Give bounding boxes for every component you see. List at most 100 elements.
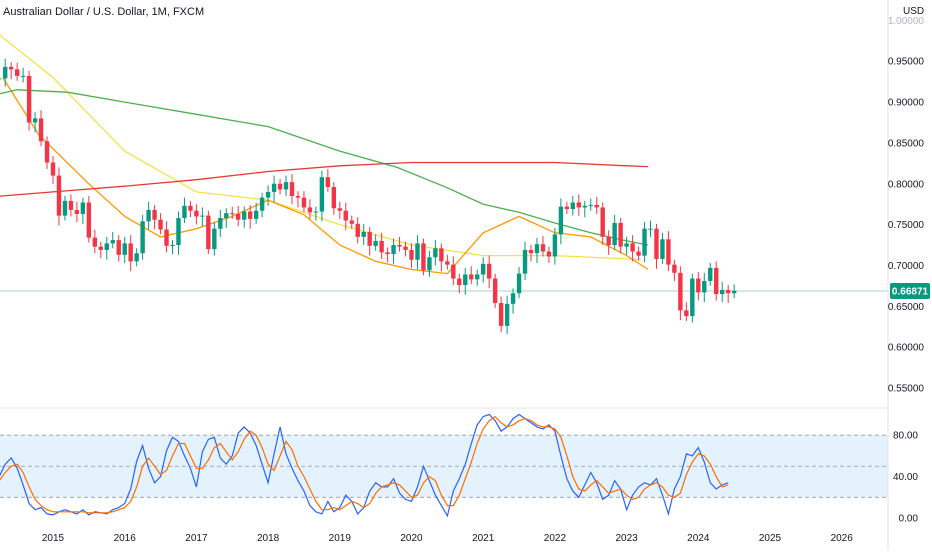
candle-body [725,289,731,294]
oscillator-tick-label: 80.00 [893,431,918,442]
candle [247,204,253,229]
candle-body [56,175,62,216]
time-axis-label: 2023 [615,533,638,544]
moving-average-line-1 [0,34,641,261]
candle [731,284,737,299]
candle [170,240,175,255]
price-tick-label: 0.95000 [888,57,925,68]
candle-body [0,78,2,80]
candle [158,213,163,235]
candle [259,192,265,218]
candle [44,136,50,170]
stochastic-k-line [0,413,729,518]
candle-body [421,243,426,271]
candle-body [194,210,199,217]
candle [361,223,366,246]
candle [451,256,456,286]
candle-body [14,69,20,76]
candle [110,231,115,249]
candle [481,257,486,283]
candle-body [415,243,420,260]
candle-body [546,251,552,257]
candle-body [373,240,378,246]
candle [301,191,307,213]
candle-body [313,211,319,213]
candle-body [510,293,516,304]
candle [696,271,701,301]
candle-body [116,240,121,255]
candle-body [32,118,38,123]
candle-body [534,244,540,254]
candle [277,178,283,195]
time-axis-label: 2020 [400,533,423,544]
candle-body [343,210,348,221]
candle [134,248,139,267]
candle [313,206,319,221]
candle [74,201,80,223]
candle-body [445,261,450,265]
candle-body [522,249,528,274]
candle-body [8,66,14,70]
candle [26,71,32,131]
candle-body [367,231,372,246]
candle-body [86,202,92,238]
price-tick-label: 0.80000 [888,179,925,190]
time-axis-label: 2016 [114,533,137,544]
candle [331,182,337,215]
candle [570,196,576,216]
candle [636,246,641,261]
candle-body [558,206,564,235]
candle [606,230,611,255]
candle-body [397,245,402,247]
candle [289,173,295,205]
candle [0,78,2,80]
candle [116,235,121,262]
candle [725,285,731,304]
candle [242,206,247,228]
candle-body [230,213,235,215]
candle [463,267,468,295]
candle [152,204,157,230]
candle-body [642,228,647,256]
candle [56,167,62,226]
candle [367,227,372,256]
price-tick-label: 0.85000 [888,138,925,149]
candle-body [259,197,265,211]
candle [182,197,187,223]
candle-body [80,202,86,214]
candle-body [253,210,259,219]
candle-body [218,218,223,229]
candle-body [26,75,32,123]
candle [128,235,133,272]
price-tick-label: 1.00000 [888,16,925,27]
candle [666,231,671,272]
candle [475,269,480,286]
candle [218,209,223,237]
candle [522,241,528,281]
candle-body [570,202,576,210]
current-price-label: 0.66871 [892,287,929,298]
candle [271,175,277,202]
candle [194,204,199,225]
candle-body [271,183,277,192]
price-tick-label: 0.65000 [888,302,925,313]
candle-body [600,207,605,237]
oscillator-tick-label: 40.00 [893,472,918,483]
candle-body [708,267,713,281]
candle-body [588,204,593,206]
candle [80,197,86,224]
candle-body [391,245,396,255]
time-axis-label: 2025 [759,533,782,544]
candle [433,240,438,266]
time-axis-label: 2015 [42,533,65,544]
candle-body [361,231,366,237]
candle-body [439,248,444,262]
candle-body [469,274,474,280]
candle-body [463,274,468,286]
candle-body [654,228,659,259]
candle-body [427,257,432,271]
candle-body [379,240,384,253]
candle [504,295,510,335]
candle [528,245,534,262]
